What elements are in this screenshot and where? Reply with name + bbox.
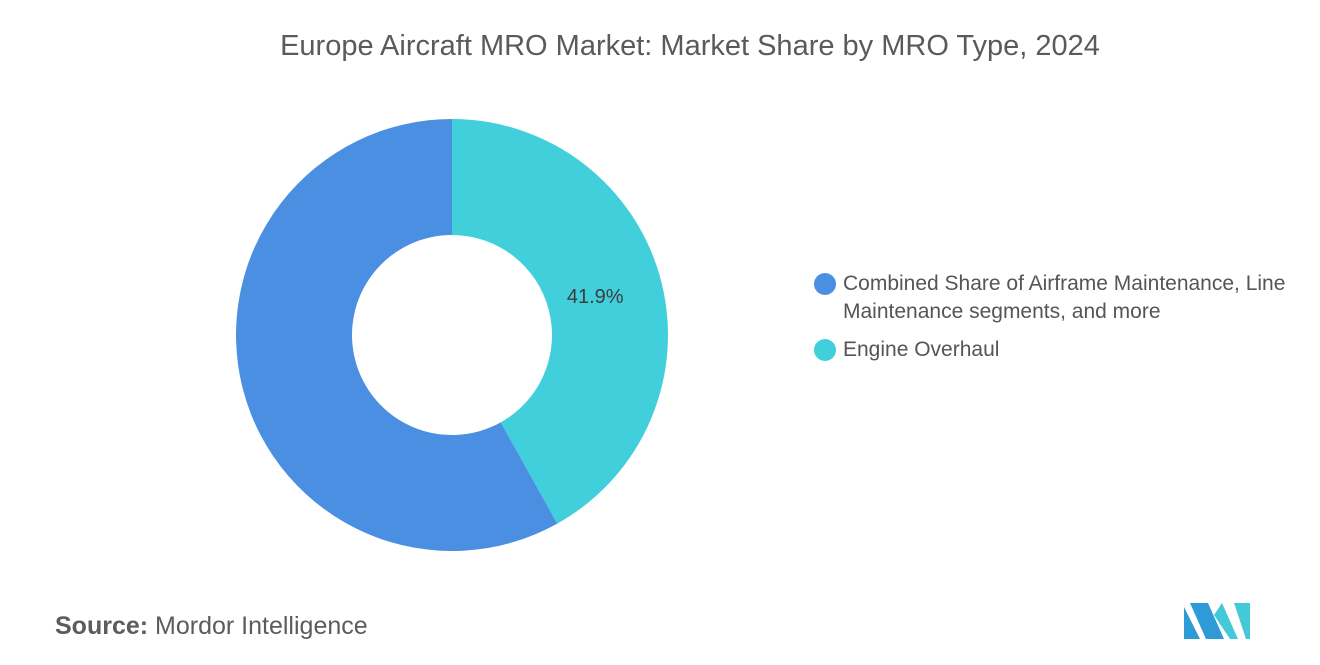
source-label: Source: — [55, 612, 149, 640]
legend-swatch — [814, 339, 836, 361]
chart-title: Europe Aircraft MRO Market: Market Share… — [280, 30, 1100, 62]
source-value: Mordor Intelligence — [155, 612, 368, 640]
donut-slice-engine-overhaul — [452, 119, 668, 524]
legend-label: Combined Share of Airframe Maintenance, … — [843, 272, 1286, 323]
legend-label: Engine Overhaul — [843, 338, 1000, 361]
legend-item: Combined Share of Airframe Maintenance, … — [814, 270, 1294, 326]
mordor-intelligence-logo-icon — [1184, 603, 1250, 639]
chart-legend: Combined Share of Airframe Maintenance, … — [814, 270, 1294, 374]
legend-swatch — [814, 273, 836, 295]
legend-item: Engine Overhaul — [814, 336, 1294, 364]
source-note: Source: Mordor Intelligence — [55, 612, 368, 641]
donut-slice-combined-share — [236, 119, 558, 551]
data-label: 41.9% — [567, 286, 624, 308]
